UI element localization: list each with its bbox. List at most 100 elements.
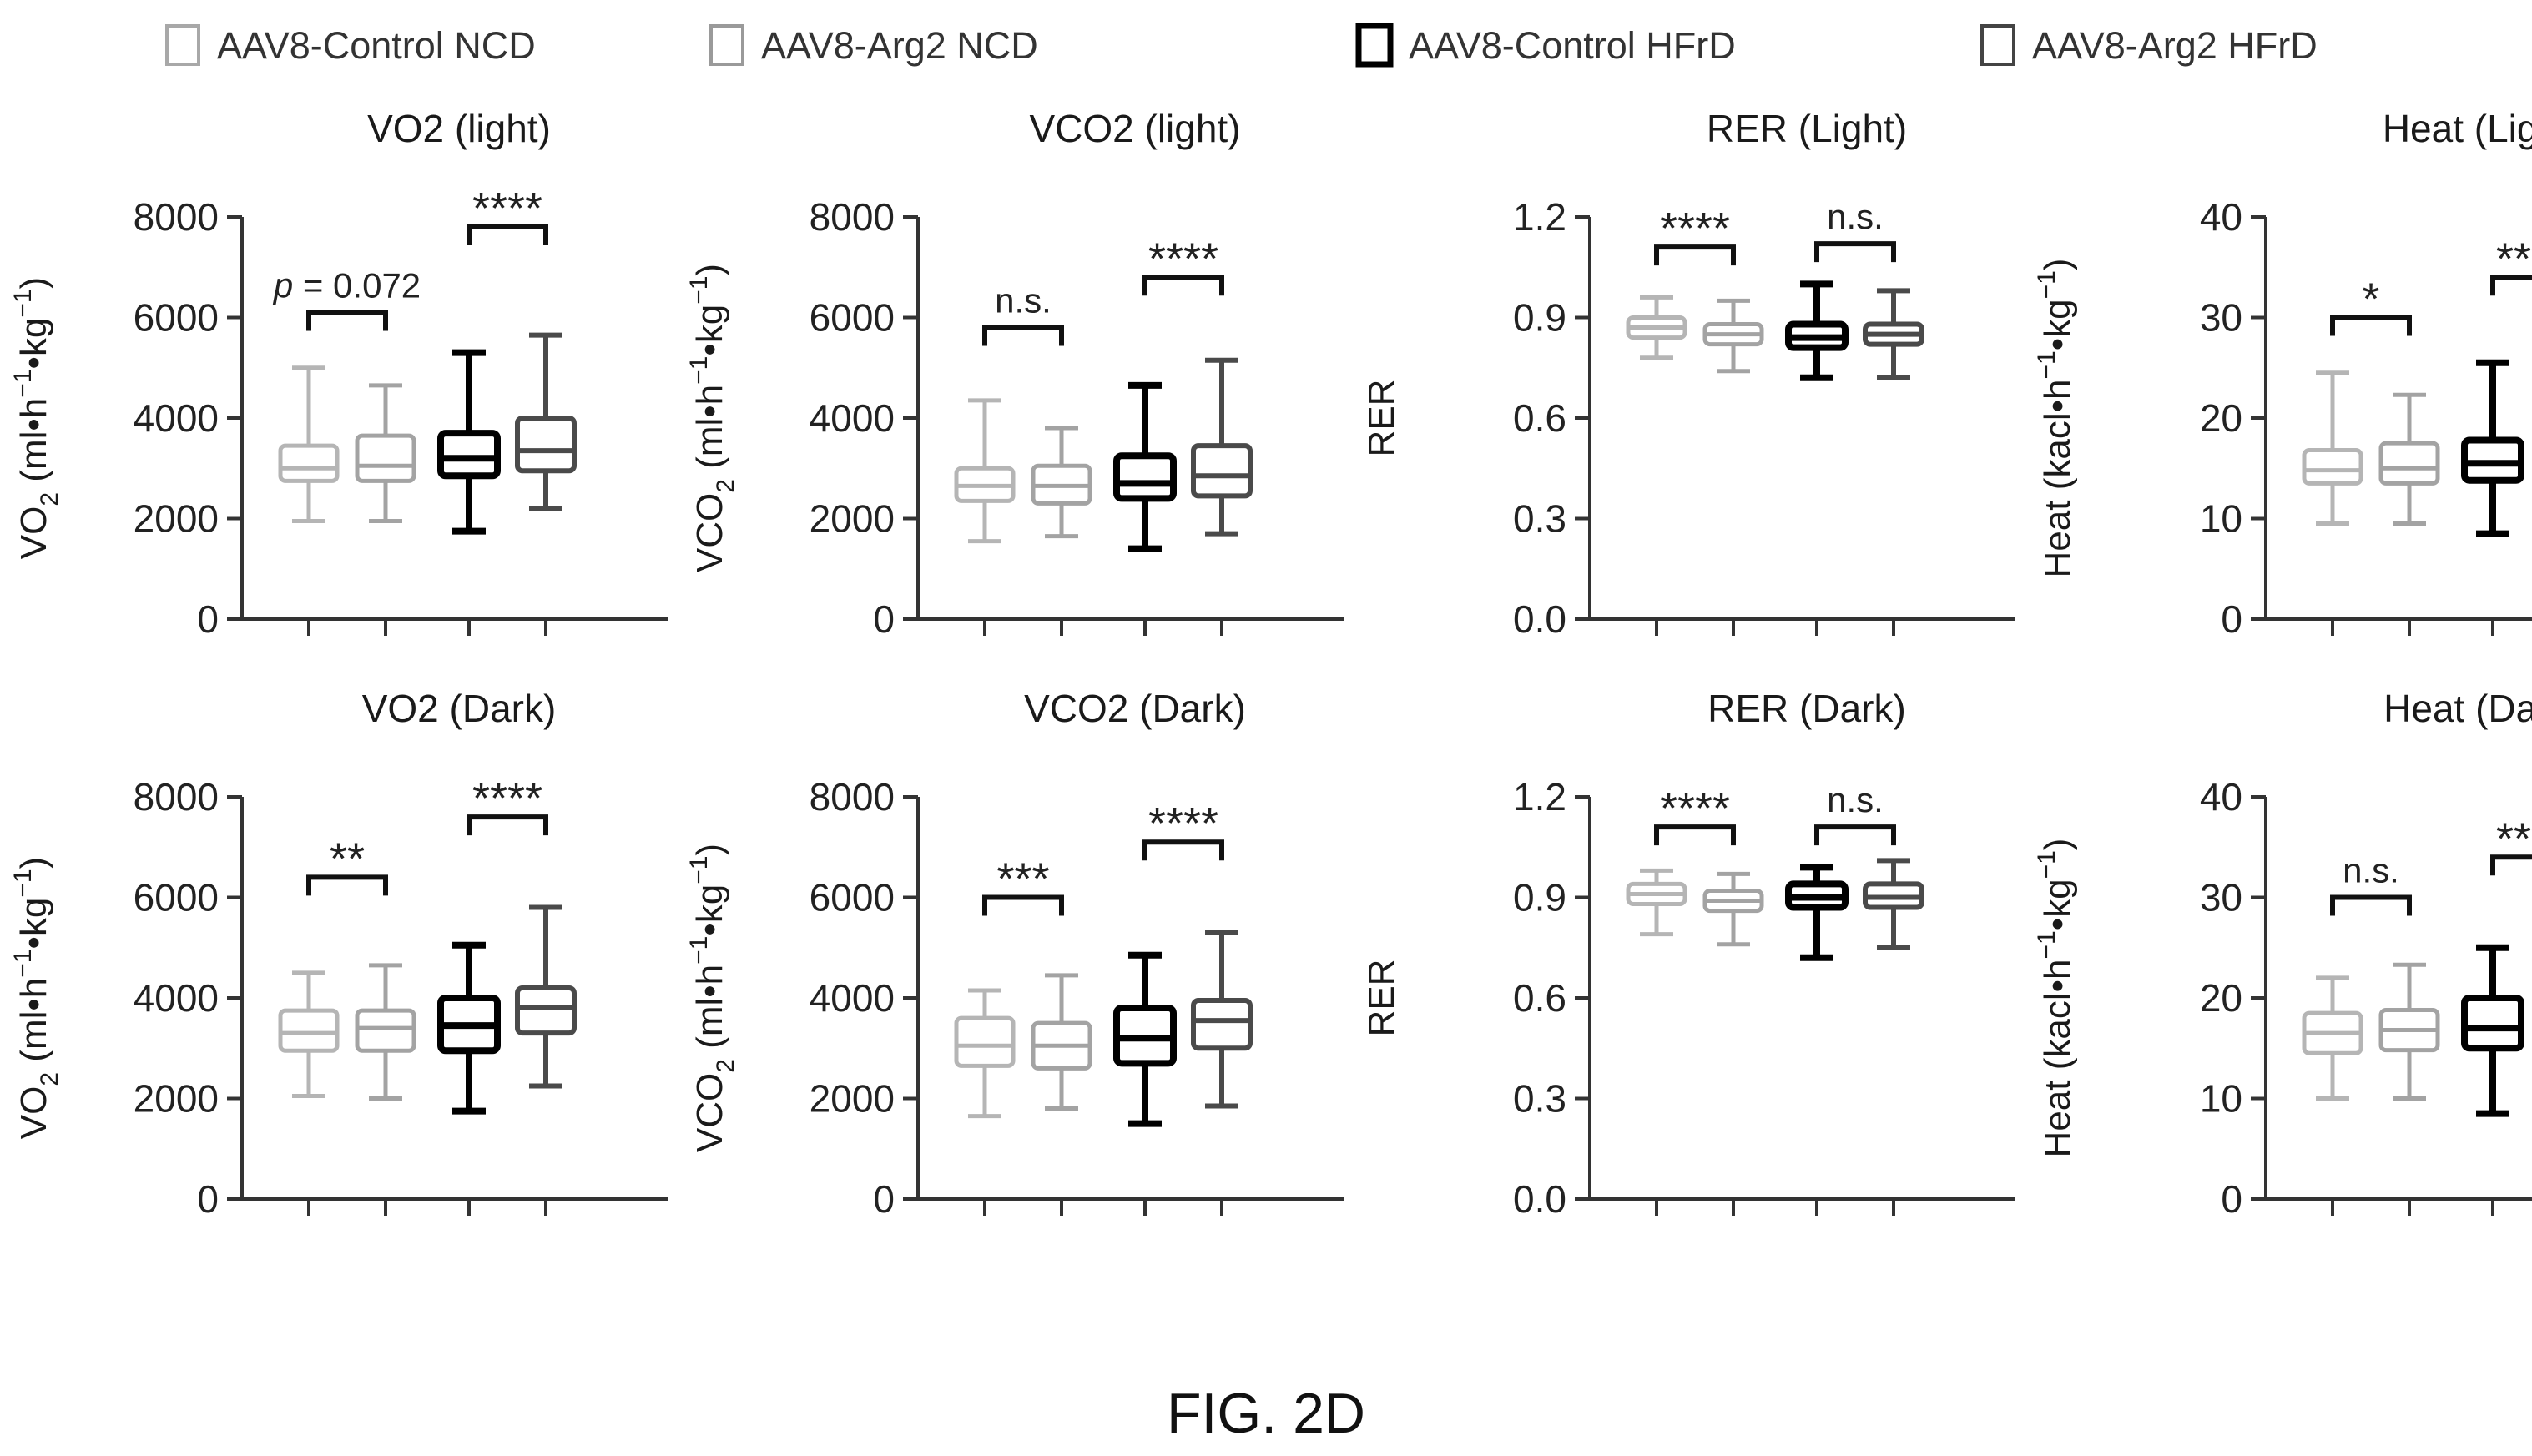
box-mark <box>2302 975 2363 1101</box>
significance-bracket <box>2330 315 2412 336</box>
y-tick-label: 1.2 <box>1513 195 1566 239</box>
significance-label: n.s. <box>1827 197 1884 236</box>
y-tick-label: 6000 <box>134 296 219 340</box>
y-tick-label: 10 <box>2200 497 2242 541</box>
significance-bracket <box>1654 244 1736 266</box>
y-tick-label: 6000 <box>810 876 895 919</box>
y-tick-label: 8000 <box>810 775 895 819</box>
significance-label: **** <box>1660 204 1730 254</box>
significance-bracket <box>1142 839 1224 861</box>
significance-label: * <box>2362 275 2379 325</box>
y-tick-label: 0 <box>873 1177 895 1221</box>
box-mark <box>1863 288 1924 380</box>
significance-bracket <box>306 874 388 896</box>
y-tick-label: 6000 <box>134 876 219 919</box>
chart-title: Heat (Light) <box>2383 107 2532 150</box>
y-axis-label: Heat (kacl•h−1•kg−1) <box>2033 839 2078 1158</box>
box-mark <box>1785 864 1849 961</box>
box-mark <box>437 349 501 535</box>
y-tick-label: 0 <box>197 597 219 641</box>
significance-bracket <box>1142 275 1224 296</box>
box-mark <box>2378 392 2440 526</box>
y-tick-label: 10 <box>2200 1077 2242 1121</box>
box-iqr <box>515 416 577 474</box>
y-tick-label: 2000 <box>810 1077 895 1121</box>
y-tick-label: 0.0 <box>1513 1177 1566 1221</box>
legend-label: AAV8-Control HFrD <box>1409 24 1736 67</box>
box-mark <box>1702 871 1764 947</box>
significance-label: *** <box>996 854 1049 904</box>
y-tick-label: 40 <box>2200 195 2242 239</box>
box-iqr <box>515 985 577 1036</box>
chart-panel: RER (Light) 0.0 0.3 0.6 0.9 1.2 RER **** n.s. <box>1361 107 2015 641</box>
box-iqr <box>278 443 340 483</box>
significance-label: **** <box>2496 234 2532 284</box>
legend-label: AAV8-Arg2 HFrD <box>2032 24 2318 67</box>
significance-label: ** <box>330 834 365 884</box>
box-mark <box>1785 280 1849 381</box>
box-mark <box>1626 295 1687 360</box>
significance-bracket <box>467 814 548 836</box>
y-axis-label: RER <box>1361 380 1402 457</box>
box-mark <box>355 383 416 524</box>
significance-label: p = 0.072 <box>272 265 421 305</box>
significance-label: n.s. <box>2343 851 2399 890</box>
chart-panel: VCO2 (Dark) 0 2000 4000 6000 8000 VCO2 (ml•h−1… <box>685 687 1344 1221</box>
significance-marker: **** <box>1654 783 1736 846</box>
box-mark <box>2378 962 2440 1101</box>
legend-swatch <box>1355 23 1394 68</box>
y-tick-label: 0.6 <box>1513 396 1566 440</box>
y-tick-label: 4000 <box>810 976 895 1020</box>
box-iqr <box>2461 995 2524 1052</box>
box-mark <box>1031 426 1092 539</box>
significance-marker: **** <box>2490 814 2532 876</box>
significance-marker: **** <box>467 773 548 836</box>
y-tick-label: 30 <box>2200 296 2242 340</box>
legend-swatch <box>709 24 744 66</box>
chart-panel: VO2 (Dark) 0 2000 4000 6000 8000 VO2 (ml•h−1•k… <box>9 687 668 1221</box>
y-tick-label: 0 <box>2221 1177 2242 1221</box>
y-axis-label: VO2 (ml•h−1•kg−1) <box>9 857 63 1139</box>
box-mark <box>355 963 416 1101</box>
box-iqr <box>2378 441 2440 486</box>
box-mark <box>1626 868 1687 937</box>
y-axis-label: VCO2 (ml•h−1•kg−1) <box>685 844 739 1152</box>
box-mark <box>1191 930 1253 1109</box>
significance-marker: **** <box>1142 799 1224 861</box>
box-iqr <box>355 1008 416 1053</box>
significance-marker: **** <box>467 184 548 246</box>
y-tick-label: 0 <box>873 597 895 641</box>
significance-bracket <box>2490 854 2532 876</box>
box-iqr <box>278 1008 340 1053</box>
legend-swatch <box>165 24 200 66</box>
significance-marker: *** <box>982 854 1064 916</box>
box-mark <box>1863 858 1924 950</box>
box-iqr <box>1113 452 1177 502</box>
significance-marker: ** <box>306 834 388 896</box>
significance-bracket <box>1654 824 1736 846</box>
box-iqr <box>1191 998 1253 1051</box>
y-tick-label: 0 <box>197 1177 219 1221</box>
significance-bracket <box>467 224 548 246</box>
chart-title: VO2 (Dark) <box>362 687 557 730</box>
significance-bracket <box>1814 824 1896 846</box>
legend-label: AAV8-Control NCD <box>217 24 536 67</box>
y-tick-label: 0.3 <box>1513 497 1566 541</box>
box-mark <box>1702 298 1764 374</box>
y-tick-label: 2000 <box>810 497 895 541</box>
y-axis-label: VCO2 (ml•h−1•kg−1) <box>685 264 739 572</box>
y-tick-label: 6000 <box>810 296 895 340</box>
chart-title: RER (Dark) <box>1707 687 1906 730</box>
box-mark <box>1113 381 1177 552</box>
box-mark <box>2461 944 2524 1117</box>
y-tick-label: 0 <box>2221 597 2242 641</box>
legend-item: AAV8-Control HFrD <box>1355 23 1736 68</box>
box-mark <box>1113 951 1177 1127</box>
box-iqr <box>437 430 501 480</box>
y-tick-label: 40 <box>2200 775 2242 819</box>
y-tick-label: 2000 <box>134 1077 219 1121</box>
box-mark <box>515 904 577 1089</box>
box-iqr <box>1191 443 1253 499</box>
box-mark <box>278 365 340 524</box>
